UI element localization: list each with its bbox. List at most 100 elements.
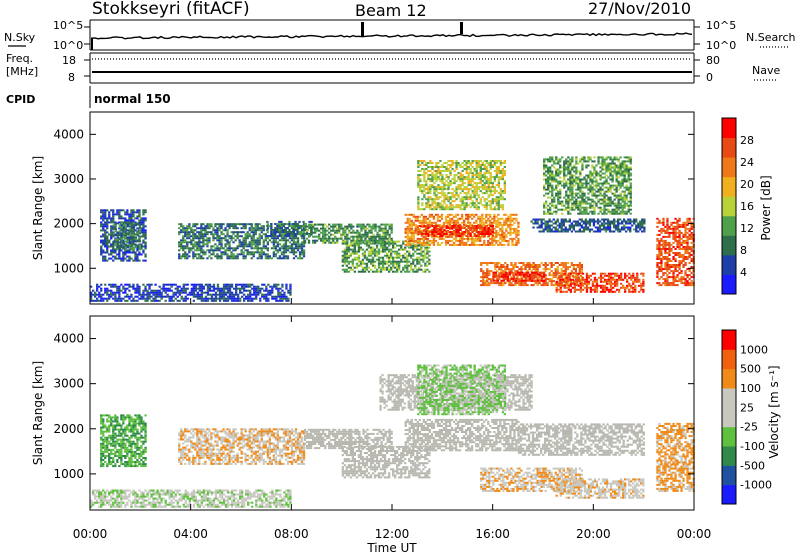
heatmap-cell xyxy=(362,239,365,242)
heatmap-cell xyxy=(481,184,484,187)
heatmap-cell xyxy=(280,231,283,233)
heatmap-cell xyxy=(471,237,474,240)
heatmap-cell xyxy=(420,213,423,216)
heatmap-cell xyxy=(246,251,249,254)
heatmap-cell xyxy=(226,223,229,226)
heatmap-cell xyxy=(208,237,211,240)
noise-spike-2 xyxy=(460,22,463,34)
heatmap-cell xyxy=(459,166,462,168)
heatmap-cell xyxy=(514,266,517,268)
heatmap-cell xyxy=(90,299,93,302)
heatmap-cell xyxy=(116,234,119,237)
heatmap-cell xyxy=(104,251,107,254)
heatmap-cell xyxy=(168,299,171,302)
heatmap-cell xyxy=(443,202,446,205)
heatmap-cell xyxy=(122,221,125,224)
heatmap-cell xyxy=(492,262,495,264)
heatmap-cell xyxy=(461,241,464,244)
heatmap-cell xyxy=(365,256,369,259)
heatmap-cell xyxy=(266,247,269,250)
heatmap-cell xyxy=(158,295,161,298)
heatmap-cell xyxy=(194,293,197,296)
heatmap-cell xyxy=(312,225,315,228)
heatmap-cell xyxy=(459,180,462,183)
heatmap-cell xyxy=(447,200,450,203)
heatmap-cell xyxy=(383,248,387,251)
heatmap-cell xyxy=(106,297,109,300)
heatmap-cell xyxy=(546,224,549,227)
heatmap-cell xyxy=(618,274,621,277)
heatmap-cell xyxy=(345,270,348,273)
heatmap-cell xyxy=(489,176,492,179)
heatmap-cell xyxy=(132,248,136,251)
heatmap-cell xyxy=(498,274,501,277)
heatmap-cell xyxy=(425,168,428,170)
heatmap-cell xyxy=(499,164,502,166)
heatmap-cell xyxy=(552,226,555,229)
heatmap-cell xyxy=(290,249,294,252)
heatmap-cell xyxy=(222,237,225,240)
heatmap-cell xyxy=(367,260,371,263)
heatmap-cell xyxy=(307,241,311,244)
heatmap-cell xyxy=(228,285,232,288)
heatmap-cell xyxy=(136,240,140,243)
heatmap-cell xyxy=(429,196,432,199)
heatmap-cell xyxy=(404,252,407,255)
heatmap-cell xyxy=(200,287,203,290)
heatmap-cell xyxy=(110,293,113,296)
heatmap-cell xyxy=(492,275,495,278)
heatmap-cell xyxy=(404,248,407,251)
heatmap-cell xyxy=(495,235,498,238)
heatmap-cell xyxy=(467,178,470,181)
heatmap-cell xyxy=(445,170,448,172)
heatmap-cell xyxy=(280,223,284,226)
heatmap-cell xyxy=(457,227,460,229)
heatmap-cell xyxy=(503,239,506,242)
heatmap-cell xyxy=(368,237,371,240)
heatmap-cell xyxy=(265,295,268,298)
heatmap-cell xyxy=(541,279,544,282)
heatmap-cell xyxy=(560,220,563,223)
heatmap-cell xyxy=(182,239,185,242)
heatmap-cell xyxy=(510,277,514,280)
heatmap-cell xyxy=(351,244,354,247)
heatmap-cell xyxy=(289,293,292,296)
heatmap-cell xyxy=(412,244,415,247)
heatmap-cell xyxy=(206,289,210,292)
heatmap-cell xyxy=(347,262,350,265)
heatmap-cell xyxy=(138,222,142,225)
heatmap-cell xyxy=(198,253,201,256)
heatmap-cell xyxy=(477,231,480,233)
heatmap-cell xyxy=(493,206,496,209)
heatmap-cell xyxy=(198,239,201,242)
heatmap-cell xyxy=(378,225,381,228)
heatmap-cell xyxy=(524,275,528,278)
heatmap-cell xyxy=(490,282,493,285)
heatmap-cell xyxy=(595,282,599,285)
heatmap-cell xyxy=(609,284,613,287)
heatmap-cell xyxy=(467,180,470,183)
heatmap-cell xyxy=(234,239,237,242)
heatmap-cell xyxy=(388,258,391,261)
heatmap-cell xyxy=(262,245,265,248)
heatmap-cell xyxy=(421,190,424,193)
heatmap-cell xyxy=(491,166,494,168)
heatmap-cell xyxy=(244,241,247,244)
heatmap-cell xyxy=(499,178,502,181)
heatmap-cell xyxy=(216,245,219,248)
heatmap-cell xyxy=(178,255,181,258)
heatmap-cell xyxy=(503,174,506,177)
heatmap-cell xyxy=(451,206,454,209)
heatmap-cell xyxy=(479,243,482,246)
heatmap-cell xyxy=(423,178,426,181)
heatmap-cell xyxy=(479,215,482,218)
heatmap-cell xyxy=(398,260,401,263)
heatmap-cell xyxy=(632,282,635,285)
heatmap-cell xyxy=(158,299,161,302)
heatmap-cell xyxy=(605,278,609,281)
heatmap-cell xyxy=(435,190,438,193)
heatmap-cell xyxy=(285,283,288,286)
heatmap-cell xyxy=(624,274,627,277)
heatmap-cell xyxy=(473,160,476,162)
heatmap-cell xyxy=(422,260,425,263)
